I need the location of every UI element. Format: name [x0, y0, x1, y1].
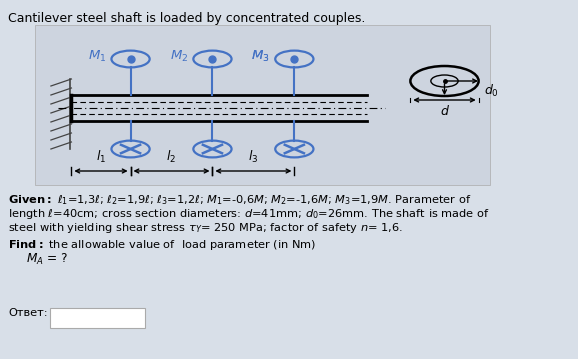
Text: $d$: $d$: [439, 104, 450, 118]
Text: $\mathit{M_A}$ = ?: $\mathit{M_A}$ = ?: [26, 252, 68, 267]
Text: $\bf{Given:}$ $\mathit{\ell_1}$=1,3$\mathit{\ell}$; $\mathit{\ell_2}$=1,9$\mathi: $\bf{Given:}$ $\mathit{\ell_1}$=1,3$\mat…: [8, 193, 471, 207]
Text: Cantilever steel shaft is loaded by concentrated couples.: Cantilever steel shaft is loaded by conc…: [8, 12, 365, 25]
Bar: [50, 308, 145, 328]
Text: $M_1$: $M_1$: [87, 48, 106, 64]
Text: steel with yielding shear stress $\mathit{\tau_Y}$= 250 MPa; factor of safety $\: steel with yielding shear stress $\mathi…: [8, 221, 403, 235]
Text: $M_2$: $M_2$: [169, 48, 188, 64]
Text: $l_3$: $l_3$: [248, 149, 258, 164]
Text: $l_1$: $l_1$: [96, 149, 106, 164]
Text: $d_0$: $d_0$: [484, 83, 499, 99]
Text: $M_3$: $M_3$: [251, 48, 270, 64]
Text: Ответ:: Ответ:: [8, 308, 47, 318]
Text: length $\mathit{\ell}$=40cm; cross section diameters: $\mathit{d}$=41mm; $\mathi: length $\mathit{\ell}$=40cm; cross secti…: [8, 207, 490, 221]
Text: $l_2$: $l_2$: [166, 149, 176, 164]
Bar: [35, 25, 490, 185]
Text: $\bf{Find:}$ the allowable value of  load parameter (in Nm): $\bf{Find:}$ the allowable value of load…: [8, 238, 316, 252]
Text: $M_3$: $M_3$: [251, 48, 270, 64]
